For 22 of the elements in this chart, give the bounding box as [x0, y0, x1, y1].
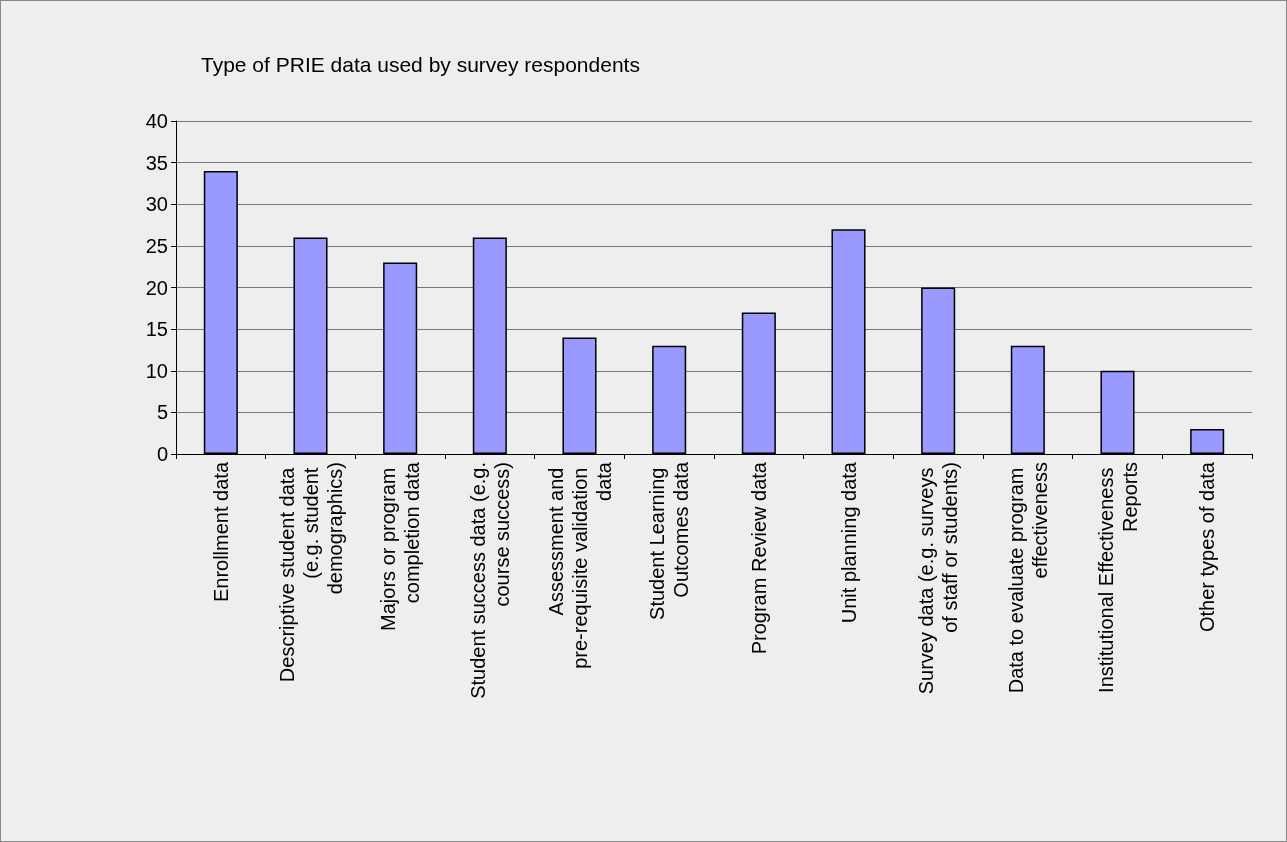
y-tick-label: 25 [145, 234, 168, 257]
x-tick-label: Survey data (e.g. surveys of staff or students) [915, 462, 962, 695]
y-tick-label: 30 [145, 193, 168, 216]
y-tick-label: 20 [145, 276, 168, 299]
y-tick-label: 35 [145, 151, 168, 174]
x-tick-label: Student success data (e.g. course success) [466, 462, 513, 699]
x-tick-label: Student Learning Outcomes data [646, 461, 693, 620]
x-tick-label: Enrollment data [209, 461, 232, 603]
x-tick-label: Data to evaluate program effectiveness [1004, 462, 1051, 694]
y-tick-label: 40 [145, 110, 168, 132]
x-tick-label: Majors or program completion data [377, 461, 424, 631]
y-tick-label: 15 [145, 318, 168, 341]
x-tick-label: Institutional Effectiveness Reports [1094, 462, 1141, 693]
x-tick-label: Unit planning data [837, 461, 860, 624]
chart-title: Type of PRIE data used by survey respondents [201, 53, 640, 76]
y-tick-label: 5 [156, 401, 168, 424]
x-tick-label: Program Review data [747, 461, 770, 655]
y-tick-label: 0 [156, 443, 168, 465]
x-tick-label: Other types of data [1196, 461, 1219, 633]
x-tick-label: Descriptive student data (e.g. student demographics) [275, 462, 346, 683]
y-tick-label: 10 [145, 359, 168, 382]
x-tick-label: Assessment and pre-requisite validation data [544, 461, 615, 669]
